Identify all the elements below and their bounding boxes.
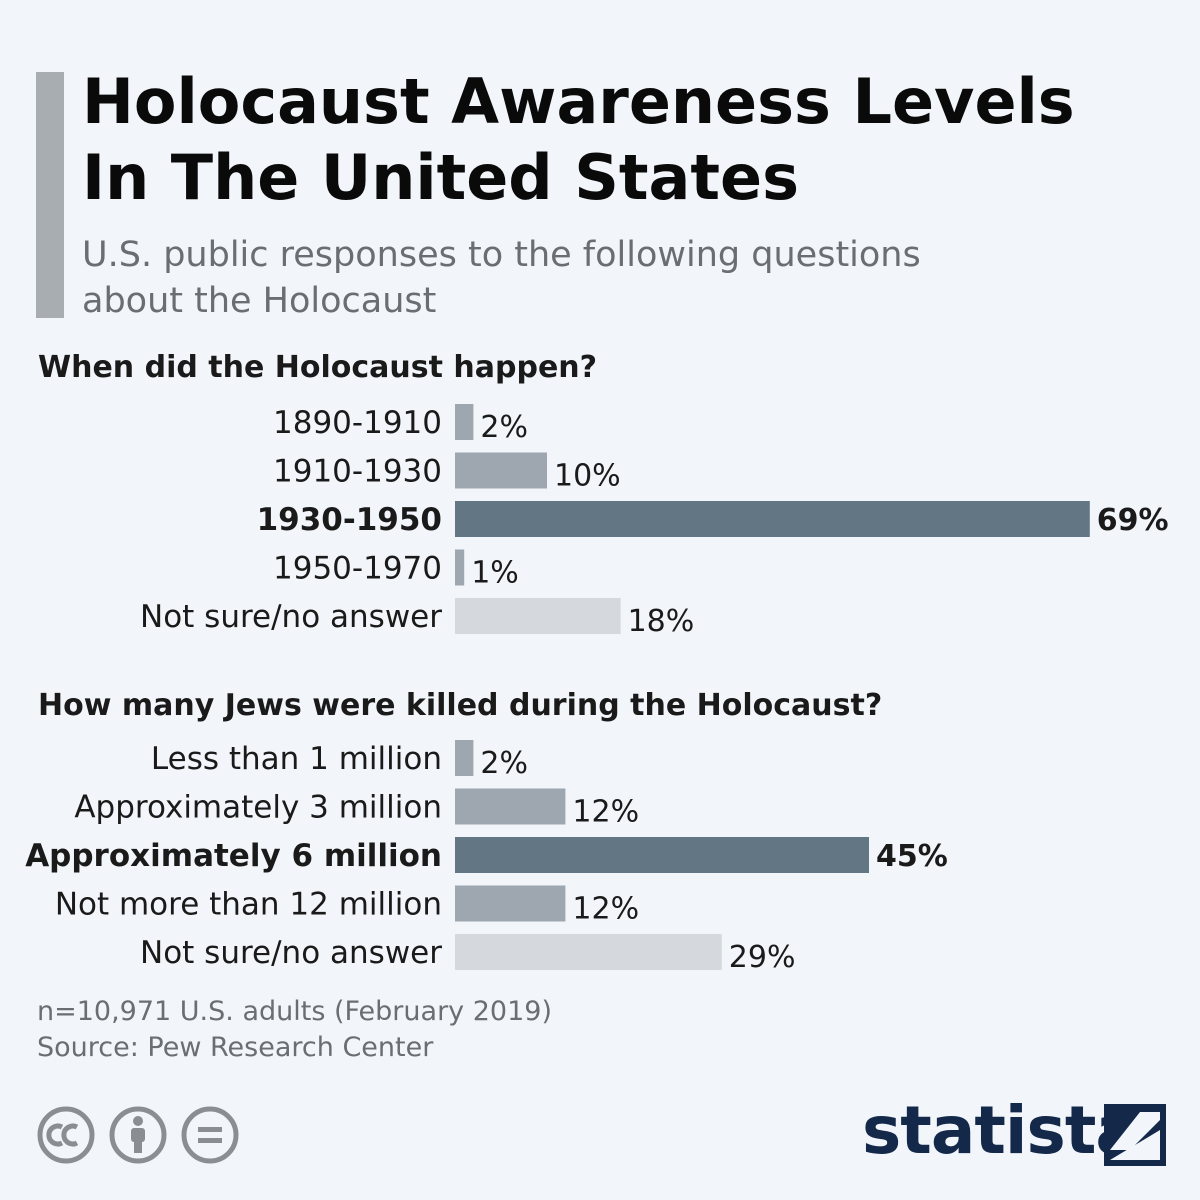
subtitle-line-2: about the Holocaust	[82, 281, 437, 321]
when-value-label: 18%	[628, 604, 695, 639]
no-derivatives-icon[interactable]	[180, 1105, 240, 1165]
question-how-many-title: How many Jews were killed during the Hol…	[38, 688, 883, 723]
when-value-label: 1%	[471, 556, 519, 591]
when-category-label: 1910-1930	[273, 454, 442, 490]
source-note: Source: Pew Research Center	[37, 1032, 434, 1063]
how-many-value-label: 2%	[480, 746, 528, 781]
title-line-1: Holocaust Awareness Levels	[82, 65, 1075, 138]
title-line-2: In The United States	[82, 141, 799, 214]
when-category-label: 1950-1970	[273, 551, 442, 587]
when-bar	[455, 598, 621, 634]
accent-bar	[36, 72, 64, 318]
when-value-label: 2%	[480, 410, 528, 445]
subtitle: U.S. public responses to the following q…	[82, 232, 1082, 324]
how-many-value-label: 45%	[876, 839, 948, 874]
how-many-bar	[455, 788, 566, 825]
statista-logo-icon[interactable]	[1104, 1104, 1166, 1166]
how-many-value-label: 12%	[572, 892, 639, 927]
question-when-title: When did the Holocaust happen?	[38, 350, 598, 385]
how-many-bar	[455, 740, 474, 776]
cc-icon[interactable]	[36, 1105, 96, 1165]
how-many-value-label: 29%	[729, 940, 796, 975]
when-bar	[455, 452, 547, 489]
how-many-category-label: Approximately 3 million	[74, 790, 442, 826]
chart-how-many-killed: Less than 1 million 2% Approximately 3 mil…	[25, 740, 948, 975]
when-category-label: 1890-1910	[273, 405, 442, 441]
brand-name[interactable]: statista	[862, 1092, 1140, 1169]
when-category-label: 1930-1950	[257, 502, 442, 538]
how-many-bar	[455, 885, 566, 922]
how-many-category-label: Not more than 12 million	[55, 887, 442, 923]
subtitle-line-1: U.S. public responses to the following q…	[82, 235, 921, 275]
how-many-value-label: 12%	[572, 795, 639, 830]
how-many-bar	[455, 934, 722, 970]
attribution-icon[interactable]	[108, 1105, 168, 1165]
when-bar	[455, 404, 474, 440]
when-category-label: Not sure/no answer	[140, 599, 442, 635]
page-title: Holocaust Awareness Levels In The United…	[82, 64, 1162, 216]
how-many-category-label: Less than 1 million	[151, 741, 442, 777]
when-value-label: 10%	[554, 459, 621, 494]
how-many-bar	[455, 837, 869, 873]
when-bar	[455, 501, 1090, 537]
sample-note: n=10,971 U.S. adults (February 2019)	[37, 996, 552, 1027]
when-bar	[455, 549, 465, 586]
how-many-category-label: Approximately 6 million	[25, 838, 442, 874]
when-value-label: 69%	[1097, 503, 1169, 538]
how-many-category-label: Not sure/no answer	[140, 935, 442, 971]
chart-when-holocaust: 1890-1910 2% 1910-1930 10% 1930-1950 69% 1950-…	[140, 404, 1169, 639]
